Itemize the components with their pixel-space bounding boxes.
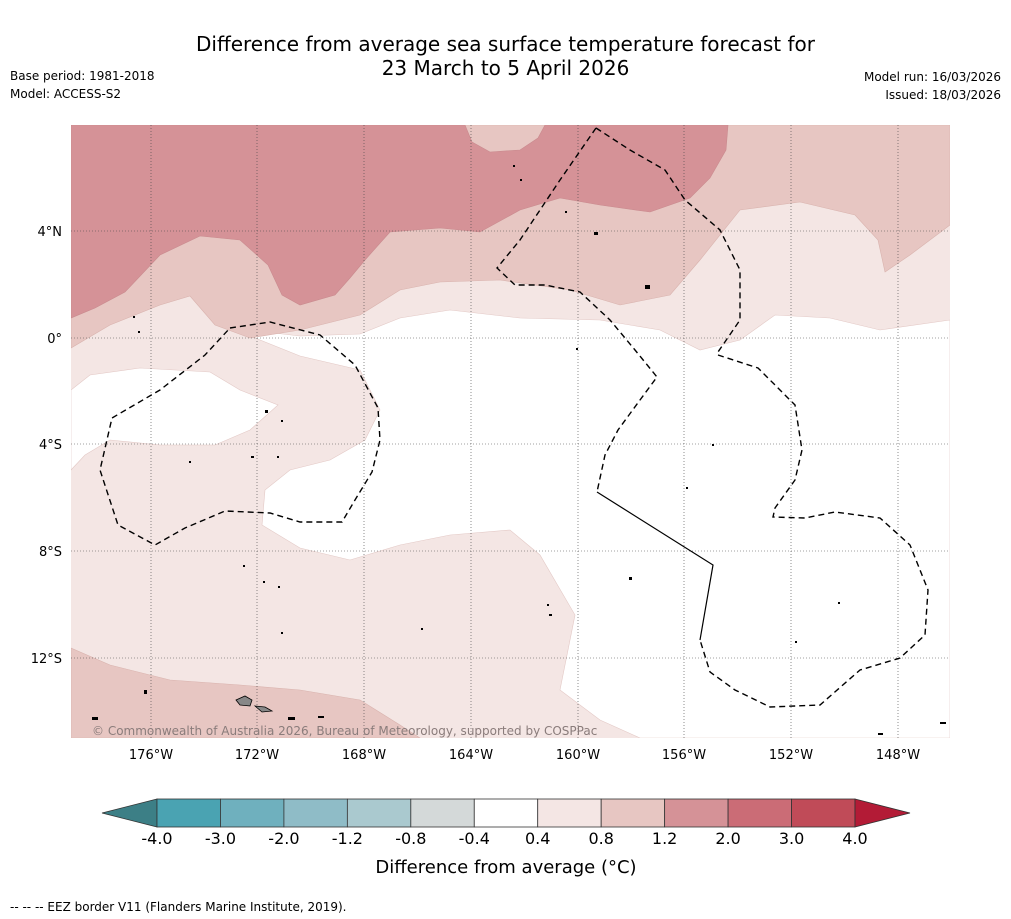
anomaly-band-neutral-west xyxy=(71,367,279,471)
lat-label-4s: 4°S xyxy=(39,438,62,453)
savaii-island xyxy=(235,695,253,707)
colorbar-tick-0: -4.0 xyxy=(141,829,172,848)
colorbar-tick-8: 1.2 xyxy=(652,829,677,848)
sst-anomaly-map: © Commonwealth of Australia 2026, Bureau… xyxy=(71,125,950,738)
map-title-line-2: 23 March to 5 April 2026 xyxy=(381,56,630,80)
colorbar-cell-10 xyxy=(791,798,856,828)
lon-label-148w: 148°W xyxy=(876,748,920,763)
colorbar-tick-1: -3.0 xyxy=(205,829,236,848)
lon-label-176w: 176°W xyxy=(129,748,173,763)
lat-label-4n: 4°N xyxy=(38,225,63,240)
lat-label-12s: 12°S xyxy=(31,652,62,667)
colorbar-cell-5 xyxy=(473,798,539,828)
colorbar-cell-6 xyxy=(537,798,602,828)
eez-border-solid xyxy=(596,491,714,641)
base-period-label: Base period: 1981-2018 xyxy=(10,69,155,83)
copyright-notice: © Commonwealth of Australia 2026, Bureau… xyxy=(92,724,597,738)
colorbar-label: Difference from average (°C) xyxy=(375,857,636,878)
colorbar-tick-4: -0.8 xyxy=(395,829,426,848)
lon-label-164w: 164°W xyxy=(449,748,493,763)
anomaly-band-neutral xyxy=(229,309,950,738)
colorbar: -4.0 -3.0 -2.0 -1.2 -0.8 -0.4 0.4 0.8 1.2 2.0 3.0 4… xyxy=(101,798,911,878)
colorbar-cell-9 xyxy=(727,798,792,828)
colorbar-tick-6: 0.4 xyxy=(525,829,550,848)
lon-label-152w: 152°W xyxy=(769,748,813,763)
eez-border-howland xyxy=(496,127,658,493)
colorbar-over-arrow xyxy=(854,798,911,828)
map-title-line-1: Difference from average sea surface temp… xyxy=(195,32,815,56)
eez-borders xyxy=(99,127,929,708)
colorbar-cell-1 xyxy=(220,798,285,828)
colorbar-cell-2 xyxy=(283,798,348,828)
eez-border-cook-islands xyxy=(699,354,929,708)
lat-label-0: 0° xyxy=(47,332,62,347)
colorbar-cell-3 xyxy=(346,798,412,828)
atoll-dots xyxy=(92,165,946,735)
anomaly-band-0.8-1.2-south xyxy=(71,647,421,738)
lon-label-156w: 156°W xyxy=(662,748,706,763)
colorbar-cell-7 xyxy=(600,798,666,828)
model-label: Model: ACCESS-S2 xyxy=(10,87,122,101)
model-run-label: Model run: 16/03/2026 xyxy=(863,70,1001,84)
eez-legend-note: -- -- -- EEZ border V11 (Flanders Marine… xyxy=(10,900,347,914)
upolu-island xyxy=(253,705,274,713)
colorbar-tick-9: 2.0 xyxy=(715,829,740,848)
issued-label: Issued: 18/03/2026 xyxy=(885,88,1001,102)
colorbar-tick-3: -1.2 xyxy=(332,829,363,848)
colorbar-tick-10: 3.0 xyxy=(779,829,804,848)
graticule xyxy=(71,125,950,738)
colorbar-cell-4 xyxy=(410,798,475,828)
lat-label-8s: 8°S xyxy=(39,545,62,560)
colorbar-tick-2: -2.0 xyxy=(268,829,299,848)
samoa-islands xyxy=(235,695,274,713)
lon-label-160w: 160°W xyxy=(556,748,600,763)
eez-border-tokelau xyxy=(99,321,381,546)
colorbar-tick-7: 0.8 xyxy=(588,829,613,848)
colorbar-tick-11: 4.0 xyxy=(842,829,867,848)
colorbar-cell-8 xyxy=(664,798,729,828)
lon-label-168w: 168°W xyxy=(342,748,386,763)
colorbar-tick-5: -0.4 xyxy=(459,829,490,848)
anomaly-band-1.2-2.0 xyxy=(71,125,729,319)
colorbar-cell-0 xyxy=(156,798,221,828)
lon-label-172w: 172°W xyxy=(235,748,279,763)
colorbar-under-arrow xyxy=(101,798,158,828)
